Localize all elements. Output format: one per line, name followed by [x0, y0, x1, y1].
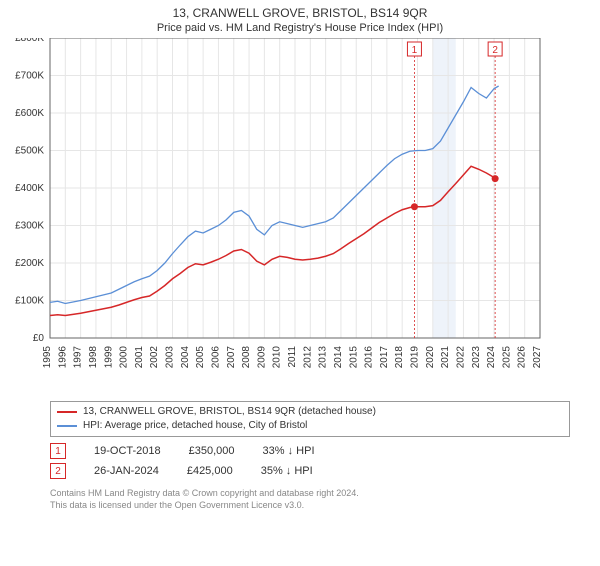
svg-text:1999: 1999 — [103, 346, 114, 369]
svg-text:2007: 2007 — [226, 346, 237, 369]
svg-text:£200K: £200K — [15, 258, 44, 269]
svg-text:2010: 2010 — [272, 346, 283, 369]
svg-text:2003: 2003 — [165, 346, 176, 369]
svg-text:£800K: £800K — [15, 38, 44, 44]
svg-text:2022: 2022 — [455, 346, 466, 369]
svg-text:2: 2 — [492, 45, 498, 56]
svg-text:2013: 2013 — [318, 346, 329, 369]
annotation-number-box: 2 — [50, 463, 66, 479]
annotation-price: £425,000 — [187, 465, 233, 477]
annotation-number-box: 1 — [50, 443, 66, 459]
svg-text:£600K: £600K — [15, 108, 44, 119]
legend-swatch — [57, 425, 77, 427]
footer-attribution: Contains HM Land Registry data © Crown c… — [50, 487, 570, 511]
svg-text:2005: 2005 — [195, 346, 206, 369]
svg-text:£700K: £700K — [15, 71, 44, 82]
svg-text:2014: 2014 — [333, 346, 344, 369]
svg-text:2011: 2011 — [287, 346, 298, 368]
legend-row: HPI: Average price, detached house, City… — [57, 419, 563, 433]
svg-text:1997: 1997 — [73, 346, 84, 369]
chart-svg: £0 £100K £200K £300K £400K £500K £600K £700K £80… — [0, 38, 590, 394]
annotation-row: 2 26-JAN-2024 £425,000 35% ↓ HPI — [50, 461, 570, 481]
annotation-date: 26-JAN-2024 — [94, 465, 159, 477]
svg-text:£500K: £500K — [15, 146, 44, 157]
svg-text:2019: 2019 — [410, 346, 421, 369]
svg-text:2017: 2017 — [379, 346, 390, 369]
annotation-vs-hpi: 35% ↓ HPI — [261, 465, 313, 477]
legend-swatch — [57, 411, 77, 413]
annotation-price: £350,000 — [189, 445, 235, 457]
svg-text:2015: 2015 — [348, 346, 359, 369]
annotation-date: 19-OCT-2018 — [94, 445, 161, 457]
svg-text:2027: 2027 — [532, 346, 543, 369]
annotation-row: 1 19-OCT-2018 £350,000 33% ↓ HPI — [50, 441, 570, 461]
legend-label: HPI: Average price, detached house, City… — [83, 419, 307, 433]
svg-text:2008: 2008 — [241, 346, 252, 369]
svg-text:2021: 2021 — [440, 346, 451, 369]
svg-text:£100K: £100K — [15, 296, 44, 307]
svg-text:2009: 2009 — [256, 346, 267, 369]
annotation-vs-hpi: 33% ↓ HPI — [263, 445, 315, 457]
svg-text:£400K: £400K — [15, 183, 44, 194]
svg-text:2024: 2024 — [486, 346, 497, 369]
svg-text:2023: 2023 — [471, 346, 482, 369]
svg-text:2006: 2006 — [210, 346, 221, 369]
svg-text:2001: 2001 — [134, 346, 145, 369]
svg-text:2025: 2025 — [501, 346, 512, 369]
chart-title: 13, CRANWELL GROVE, BRISTOL, BS14 9QR — [0, 6, 600, 20]
svg-text:2012: 2012 — [302, 346, 313, 369]
legend-row: 13, CRANWELL GROVE, BRISTOL, BS14 9QR (d… — [57, 405, 563, 419]
svg-text:2020: 2020 — [425, 346, 436, 369]
footer-line: This data is licensed under the Open Gov… — [50, 499, 570, 511]
svg-text:1: 1 — [412, 45, 418, 56]
chart-subtitle: Price paid vs. HM Land Registry's House … — [0, 22, 600, 34]
svg-text:1996: 1996 — [57, 346, 68, 369]
svg-text:2004: 2004 — [180, 346, 191, 369]
chart-area: £0 £100K £200K £300K £400K £500K £600K £700K £80… — [0, 38, 600, 397]
svg-text:1998: 1998 — [88, 346, 99, 369]
svg-text:2000: 2000 — [119, 346, 130, 369]
svg-text:2002: 2002 — [149, 346, 160, 369]
svg-text:1995: 1995 — [42, 346, 53, 369]
svg-text:£0: £0 — [33, 333, 45, 344]
svg-text:2018: 2018 — [394, 346, 405, 369]
footer-line: Contains HM Land Registry data © Crown c… — [50, 487, 570, 499]
annotation-table: 1 19-OCT-2018 £350,000 33% ↓ HPI 2 26-JAN-202… — [50, 441, 570, 481]
svg-text:2016: 2016 — [364, 346, 375, 369]
legend: 13, CRANWELL GROVE, BRISTOL, BS14 9QR (d… — [50, 401, 570, 437]
legend-label: 13, CRANWELL GROVE, BRISTOL, BS14 9QR (d… — [83, 405, 376, 419]
svg-text:2026: 2026 — [517, 346, 528, 369]
svg-text:£300K: £300K — [15, 221, 44, 232]
